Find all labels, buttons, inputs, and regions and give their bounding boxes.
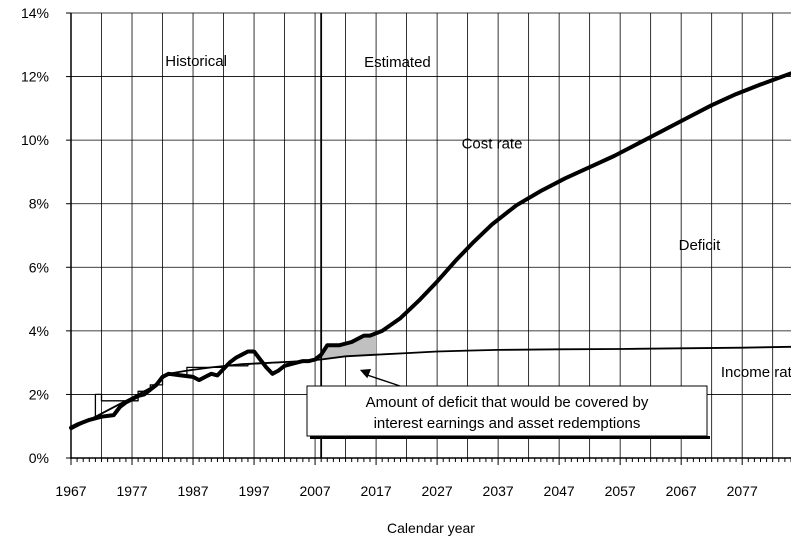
callout-box	[306, 385, 708, 437]
y-tick-label: 10%	[21, 132, 49, 148]
series-lines	[69, 71, 791, 431]
annotation-income-rate: Income rate	[721, 364, 791, 381]
x-tick-label: 2077	[727, 483, 758, 499]
x-tick-label: 2057	[605, 483, 636, 499]
y-tick-label: 8%	[29, 196, 49, 212]
tick-labels: 1967 1977 1987 1997 2007 2017 2027 2037 2047 2057…	[21, 5, 758, 499]
x-tick-label: 1967	[55, 483, 86, 499]
x-tick-label: 2047	[544, 483, 575, 499]
x-tick-label: 2067	[666, 483, 697, 499]
y-tick-label: 14%	[21, 5, 49, 21]
x-tick-label: 1997	[238, 483, 269, 499]
x-tick-label: 1977	[116, 483, 147, 499]
deficit-covered-shaded-area	[321, 333, 377, 360]
x-tick-label: 2027	[422, 483, 453, 499]
region-label-estimated: Estimated	[364, 54, 431, 71]
y-tick-label: 2%	[29, 386, 49, 402]
y-tick-label: 6%	[29, 259, 49, 275]
x-axis-label: Calendar year	[387, 520, 475, 536]
callout-text-line-2: interest earnings and asset redemptions	[374, 415, 641, 432]
callout-box-shadow	[310, 436, 710, 439]
annotation-cost-rate: Cost rate	[462, 135, 523, 152]
y-tick-label: 4%	[29, 323, 49, 339]
annotation-deficit: Deficit	[679, 237, 722, 254]
historical-tax-rate-step-line	[70, 358, 322, 427]
x-tick-label: 2037	[483, 483, 514, 499]
income-rate-line	[70, 345, 791, 431]
y-tick-label: 0%	[29, 450, 49, 466]
grid	[71, 12, 791, 458]
x-tick-label: 2017	[361, 483, 392, 499]
callout-text-line-1: Amount of deficit that would be covered …	[366, 394, 649, 411]
x-tick-label: 2007	[299, 483, 330, 499]
x-tick-label: 1987	[177, 483, 208, 499]
y-tick-label: 12%	[21, 69, 49, 85]
region-label-historical: Historical	[165, 53, 227, 70]
axes	[66, 12, 791, 465]
callout-arrow-head	[359, 369, 371, 379]
callout: Amount of deficit that would be covered …	[306, 369, 710, 439]
callout-arrow	[363, 373, 401, 387]
